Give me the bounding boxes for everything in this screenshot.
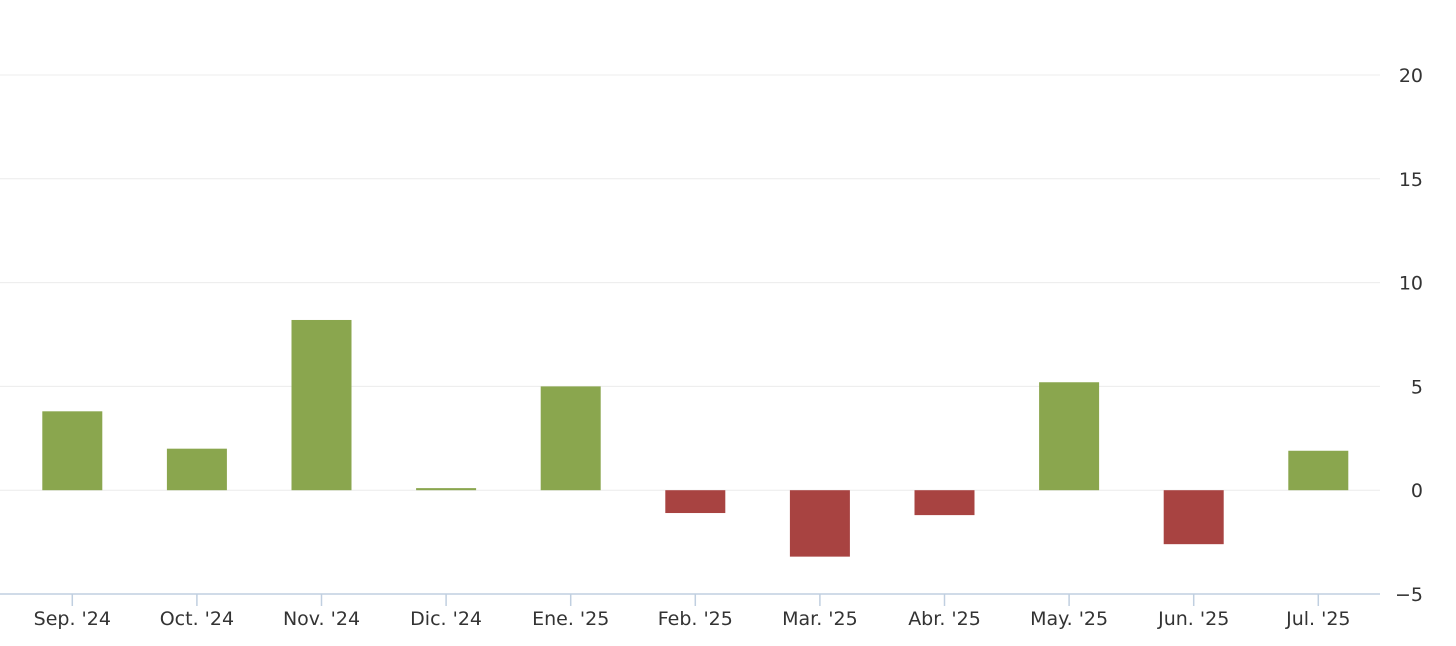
bar-3 bbox=[291, 319, 352, 491]
y-tick-label: 5 bbox=[1411, 376, 1423, 398]
x-tick-label: May. '25 bbox=[1030, 608, 1108, 630]
bar-10 bbox=[1163, 490, 1224, 545]
y-tick-label: 10 bbox=[1399, 273, 1423, 295]
y-tick-label: 0 bbox=[1411, 480, 1423, 502]
x-tick-label: Jun. '25 bbox=[1157, 608, 1229, 630]
x-tick-label: Ene. '25 bbox=[532, 608, 609, 630]
x-tick-label: Nov. '24 bbox=[283, 608, 360, 630]
x-tick-label: Oct. '24 bbox=[160, 608, 234, 630]
x-tick-label: Jul. '25 bbox=[1285, 608, 1350, 630]
y-tick-label: 20 bbox=[1399, 65, 1423, 87]
x-tick-label: Dic. '24 bbox=[410, 608, 482, 630]
x-tick-label: Sep. '24 bbox=[34, 608, 111, 630]
bar-8 bbox=[914, 490, 975, 516]
x-tick-label: Abr. '25 bbox=[908, 608, 981, 630]
x-axis: Sep. '24 Oct. '24 Nov. '24 Dic. '24 Ene. '25… bbox=[0, 593, 1380, 630]
bar-5 bbox=[540, 386, 601, 491]
y-tick-label: −5 bbox=[1395, 584, 1423, 606]
bar-1 bbox=[42, 411, 103, 491]
bar-2 bbox=[166, 448, 227, 491]
y-axis: −5 0 5 10 15 20 bbox=[1395, 65, 1423, 606]
x-tick-label: Mar. '25 bbox=[782, 608, 858, 630]
bar-6 bbox=[665, 490, 726, 514]
bars bbox=[42, 319, 1349, 557]
x-tick-label: Feb. '25 bbox=[658, 608, 733, 630]
y-tick-label: 15 bbox=[1399, 169, 1423, 191]
gridlines bbox=[0, 74, 1380, 491]
bar-7 bbox=[789, 490, 850, 557]
bar-4 bbox=[416, 488, 477, 491]
bar-9 bbox=[1039, 382, 1100, 491]
bar-11 bbox=[1288, 450, 1349, 491]
